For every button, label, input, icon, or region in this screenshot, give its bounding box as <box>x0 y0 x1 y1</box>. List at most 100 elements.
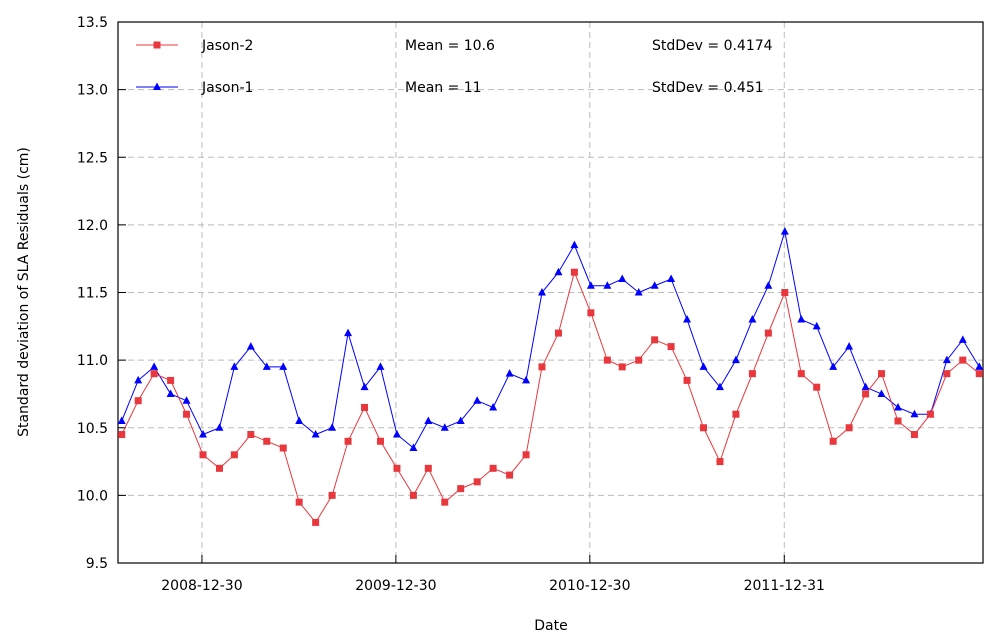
point <box>667 274 676 282</box>
point <box>618 363 626 371</box>
point <box>506 471 514 479</box>
point <box>473 396 482 404</box>
point <box>942 355 951 364</box>
point <box>505 369 514 377</box>
point <box>797 315 806 323</box>
point <box>230 362 239 370</box>
point <box>975 370 983 378</box>
point <box>781 289 789 296</box>
point <box>958 335 967 343</box>
point <box>440 423 449 431</box>
point <box>570 268 578 276</box>
series <box>118 268 983 526</box>
point <box>554 329 562 337</box>
point <box>651 336 659 344</box>
point <box>975 362 984 370</box>
x-tick-label: 2011-12-31 <box>744 578 825 594</box>
point <box>376 362 385 370</box>
y-axis-label: Standard deviation of SLA Residuals (cm) <box>16 147 32 437</box>
point <box>153 82 161 90</box>
point <box>409 443 418 452</box>
point <box>182 396 191 404</box>
point <box>312 518 320 526</box>
point <box>748 315 757 323</box>
point <box>764 281 773 289</box>
x-tick-label: 2010-12-30 <box>549 578 630 594</box>
point <box>166 389 175 397</box>
point <box>797 370 805 378</box>
point <box>862 390 870 398</box>
point <box>699 362 708 370</box>
point <box>554 267 563 276</box>
point <box>134 397 142 405</box>
point <box>618 274 627 282</box>
x-tick-label: 2008-12-30 <box>161 578 242 594</box>
point <box>878 370 886 378</box>
point <box>456 416 465 424</box>
point <box>376 437 384 445</box>
point <box>603 356 611 364</box>
point <box>748 370 756 378</box>
x-axis-label: Date <box>534 618 567 634</box>
point <box>409 491 417 499</box>
point <box>732 410 740 418</box>
point <box>295 416 304 424</box>
point <box>153 41 161 49</box>
point <box>457 485 465 493</box>
point <box>764 329 772 337</box>
point <box>344 437 352 445</box>
legend-stat: StdDev = 0.451 <box>652 80 764 96</box>
point <box>279 444 287 452</box>
point <box>700 424 708 432</box>
plot-frame <box>117 21 984 564</box>
point <box>328 491 336 499</box>
point <box>167 376 175 384</box>
point <box>424 416 433 424</box>
legend-stat: StdDev = 0.4174 <box>652 38 773 54</box>
point <box>361 403 369 411</box>
point <box>247 431 255 439</box>
point <box>441 498 449 506</box>
point <box>635 356 643 364</box>
point <box>489 464 497 472</box>
point <box>667 343 675 351</box>
y-tick-label: 11.5 <box>77 286 108 302</box>
point <box>877 389 886 397</box>
point <box>537 288 546 296</box>
point <box>134 375 143 384</box>
y-tick-label: 10.5 <box>77 421 108 437</box>
point <box>118 431 126 439</box>
point <box>522 451 530 459</box>
y-tick-label: 10.0 <box>77 488 108 504</box>
point <box>829 362 838 370</box>
point <box>230 451 238 459</box>
legend-label: Jason-2 <box>201 38 253 54</box>
point <box>861 382 870 391</box>
point <box>360 382 369 391</box>
legend-label: Jason-1 <box>201 80 253 96</box>
point <box>311 430 320 438</box>
point <box>926 410 934 418</box>
y-tick-label: 13.5 <box>77 15 108 31</box>
point <box>424 464 432 472</box>
point <box>894 417 902 425</box>
point <box>845 342 854 350</box>
point <box>586 281 595 289</box>
point <box>117 416 126 424</box>
point <box>813 383 821 391</box>
y-tick-label: 12.0 <box>77 218 108 234</box>
point <box>150 362 159 370</box>
point <box>812 321 821 330</box>
point <box>393 464 401 472</box>
point <box>716 458 724 466</box>
x-tick-label: 2009-12-30 <box>355 578 436 594</box>
point <box>262 362 271 370</box>
point <box>780 227 789 235</box>
point <box>959 356 967 364</box>
point <box>246 342 255 350</box>
point <box>473 478 481 486</box>
point <box>829 437 837 445</box>
point <box>150 370 158 378</box>
point <box>489 402 498 411</box>
